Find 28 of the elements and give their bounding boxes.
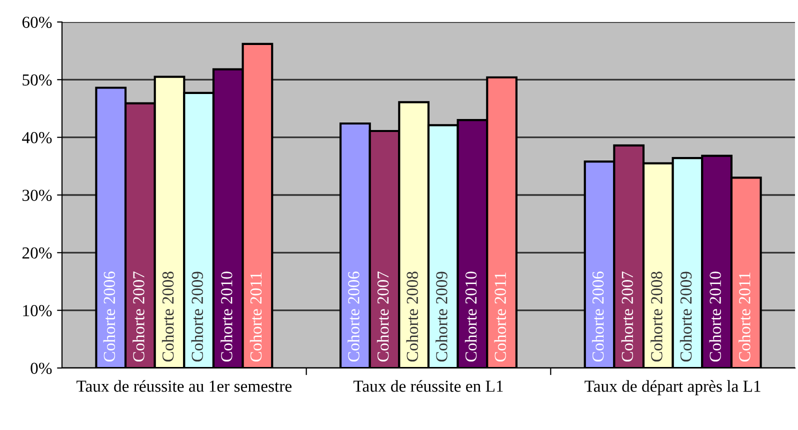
text: Cohorte 2010 (464, 272, 477, 362)
text: Cohorte 2009 (680, 272, 692, 362)
series-label: Cohorte 2010 (220, 272, 232, 362)
text: Cohorte 2011 (738, 272, 750, 362)
series-label: Cohorte 2011 (250, 272, 262, 362)
series-label: Cohorte 2009 (191, 272, 203, 362)
x-tick-label: Taux de réussite en L1 (353, 380, 503, 392)
y-tick-label: 30% (22, 190, 52, 201)
y-tick-label: 10% (23, 305, 52, 316)
text: Cohorte 2008 (406, 272, 418, 362)
text: Cohorte 2007 (621, 272, 634, 362)
series-label: Cohorte 2008 (162, 272, 174, 362)
series-label: Cohorte 2006 (103, 272, 116, 362)
y-tick-label: 40% (22, 132, 52, 144)
text: Cohorte 2007 (376, 272, 389, 362)
x-tick-label: Taux de départ après la L1 (584, 380, 760, 396)
x-tick-label: Taux de réussite au 1er semestre (76, 380, 292, 392)
y-tick-label: 50% (22, 74, 52, 86)
text: Cohorte 2010 (709, 272, 721, 362)
text: Cohorte 2006 (592, 272, 604, 362)
series-label: Cohorte 2007 (132, 272, 144, 362)
y-tick-label: 60% (22, 16, 52, 28)
text: Cohorte 2008 (650, 272, 662, 362)
y-tick-label: 20% (22, 247, 52, 259)
text: Cohorte 2006 (348, 272, 360, 362)
text: Cohorte 2009 (436, 272, 448, 362)
y-tick-label: 0% (30, 362, 52, 374)
text: Cohorte 2011 (494, 272, 506, 362)
